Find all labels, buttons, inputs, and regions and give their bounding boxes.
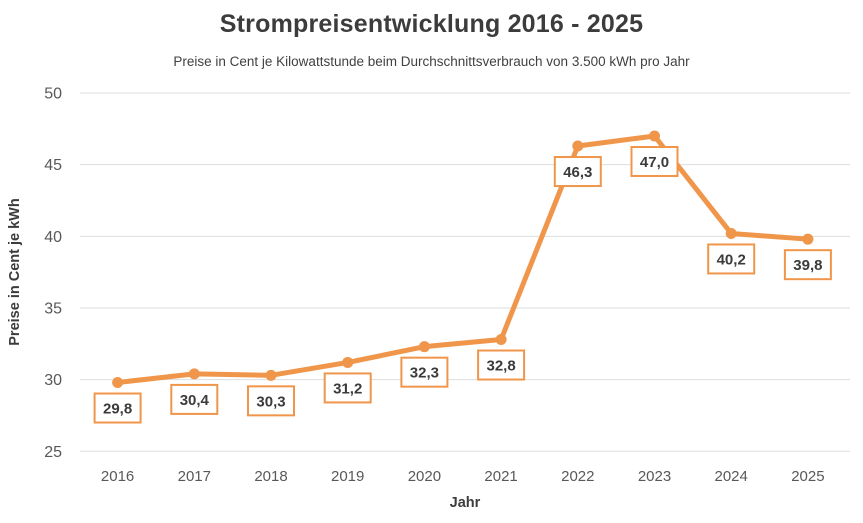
data-label: 30,3 — [256, 393, 285, 410]
x-tick-label: 2021 — [484, 468, 517, 485]
data-point — [802, 233, 814, 245]
chart-subtitle: Preise in Cent je Kilowattstunde beim Du… — [173, 54, 690, 69]
x-tick-label: 2016 — [101, 468, 134, 485]
data-label: 29,8 — [103, 401, 132, 418]
x-tick-label: 2023 — [638, 468, 671, 485]
data-label-box — [630, 145, 679, 177]
x-tick-label: 2020 — [408, 468, 441, 485]
x-tick-label: 2017 — [178, 468, 211, 485]
data-labels-group: 29,8 30,4 30,3 31,2 32,3 32,8 46,3 47,0 40,2 39,8 — [93, 145, 832, 424]
x-tick-label: 2024 — [715, 468, 748, 485]
data-label-box — [400, 356, 449, 388]
x-tick-label: 2019 — [331, 468, 364, 485]
data-point — [112, 377, 124, 389]
chart-title: Strompreisentwicklung 2016 - 2025 — [219, 10, 644, 38]
data-label: 32,3 — [410, 365, 439, 382]
data-label-box — [477, 349, 526, 381]
data-point — [265, 369, 277, 381]
data-point — [188, 368, 200, 380]
series-line — [115, 133, 811, 386]
data-label: 30,4 — [180, 392, 210, 409]
data-point — [572, 140, 584, 152]
x-tick-label: 2025 — [791, 468, 824, 485]
y-tick-label: 40 — [44, 229, 62, 246]
data-point — [495, 334, 507, 346]
data-label: 40,2 — [717, 251, 746, 268]
y-tick-labels-group: 25 30 35 40 45 50 — [44, 86, 62, 461]
data-point — [418, 341, 430, 353]
x-tick-label: 2022 — [561, 468, 594, 485]
y-tick-label: 30 — [44, 372, 62, 389]
gridlines-group — [80, 92, 850, 452]
data-label: 31,2 — [333, 380, 362, 397]
data-label-box — [93, 392, 142, 424]
data-label-box — [783, 249, 832, 281]
y-tick-label: 50 — [44, 86, 62, 103]
data-label: 46,3 — [563, 164, 592, 181]
x-tick-labels-group: 2016 2017 2018 2019 2020 2021 2022 2023 2024 2025 — [101, 468, 825, 485]
data-label-box — [170, 383, 219, 415]
x-axis-title: Jahr — [449, 495, 481, 511]
data-point — [649, 130, 660, 142]
y-tick-label: 45 — [44, 157, 62, 174]
data-points-group — [112, 130, 814, 389]
data-label-box — [553, 156, 602, 188]
data-point — [342, 356, 354, 368]
data-label-box — [707, 243, 756, 275]
data-label-box — [247, 385, 295, 417]
data-label: 39,8 — [793, 257, 822, 274]
y-tick-label: 25 — [44, 444, 62, 461]
data-point — [725, 227, 737, 239]
data-label: 47,0 — [640, 154, 669, 171]
data-label: 32,8 — [486, 358, 515, 375]
x-tick-label: 2018 — [254, 468, 287, 485]
series-line-group — [115, 133, 811, 386]
y-tick-label: 35 — [44, 300, 62, 317]
data-label-box — [323, 372, 372, 404]
